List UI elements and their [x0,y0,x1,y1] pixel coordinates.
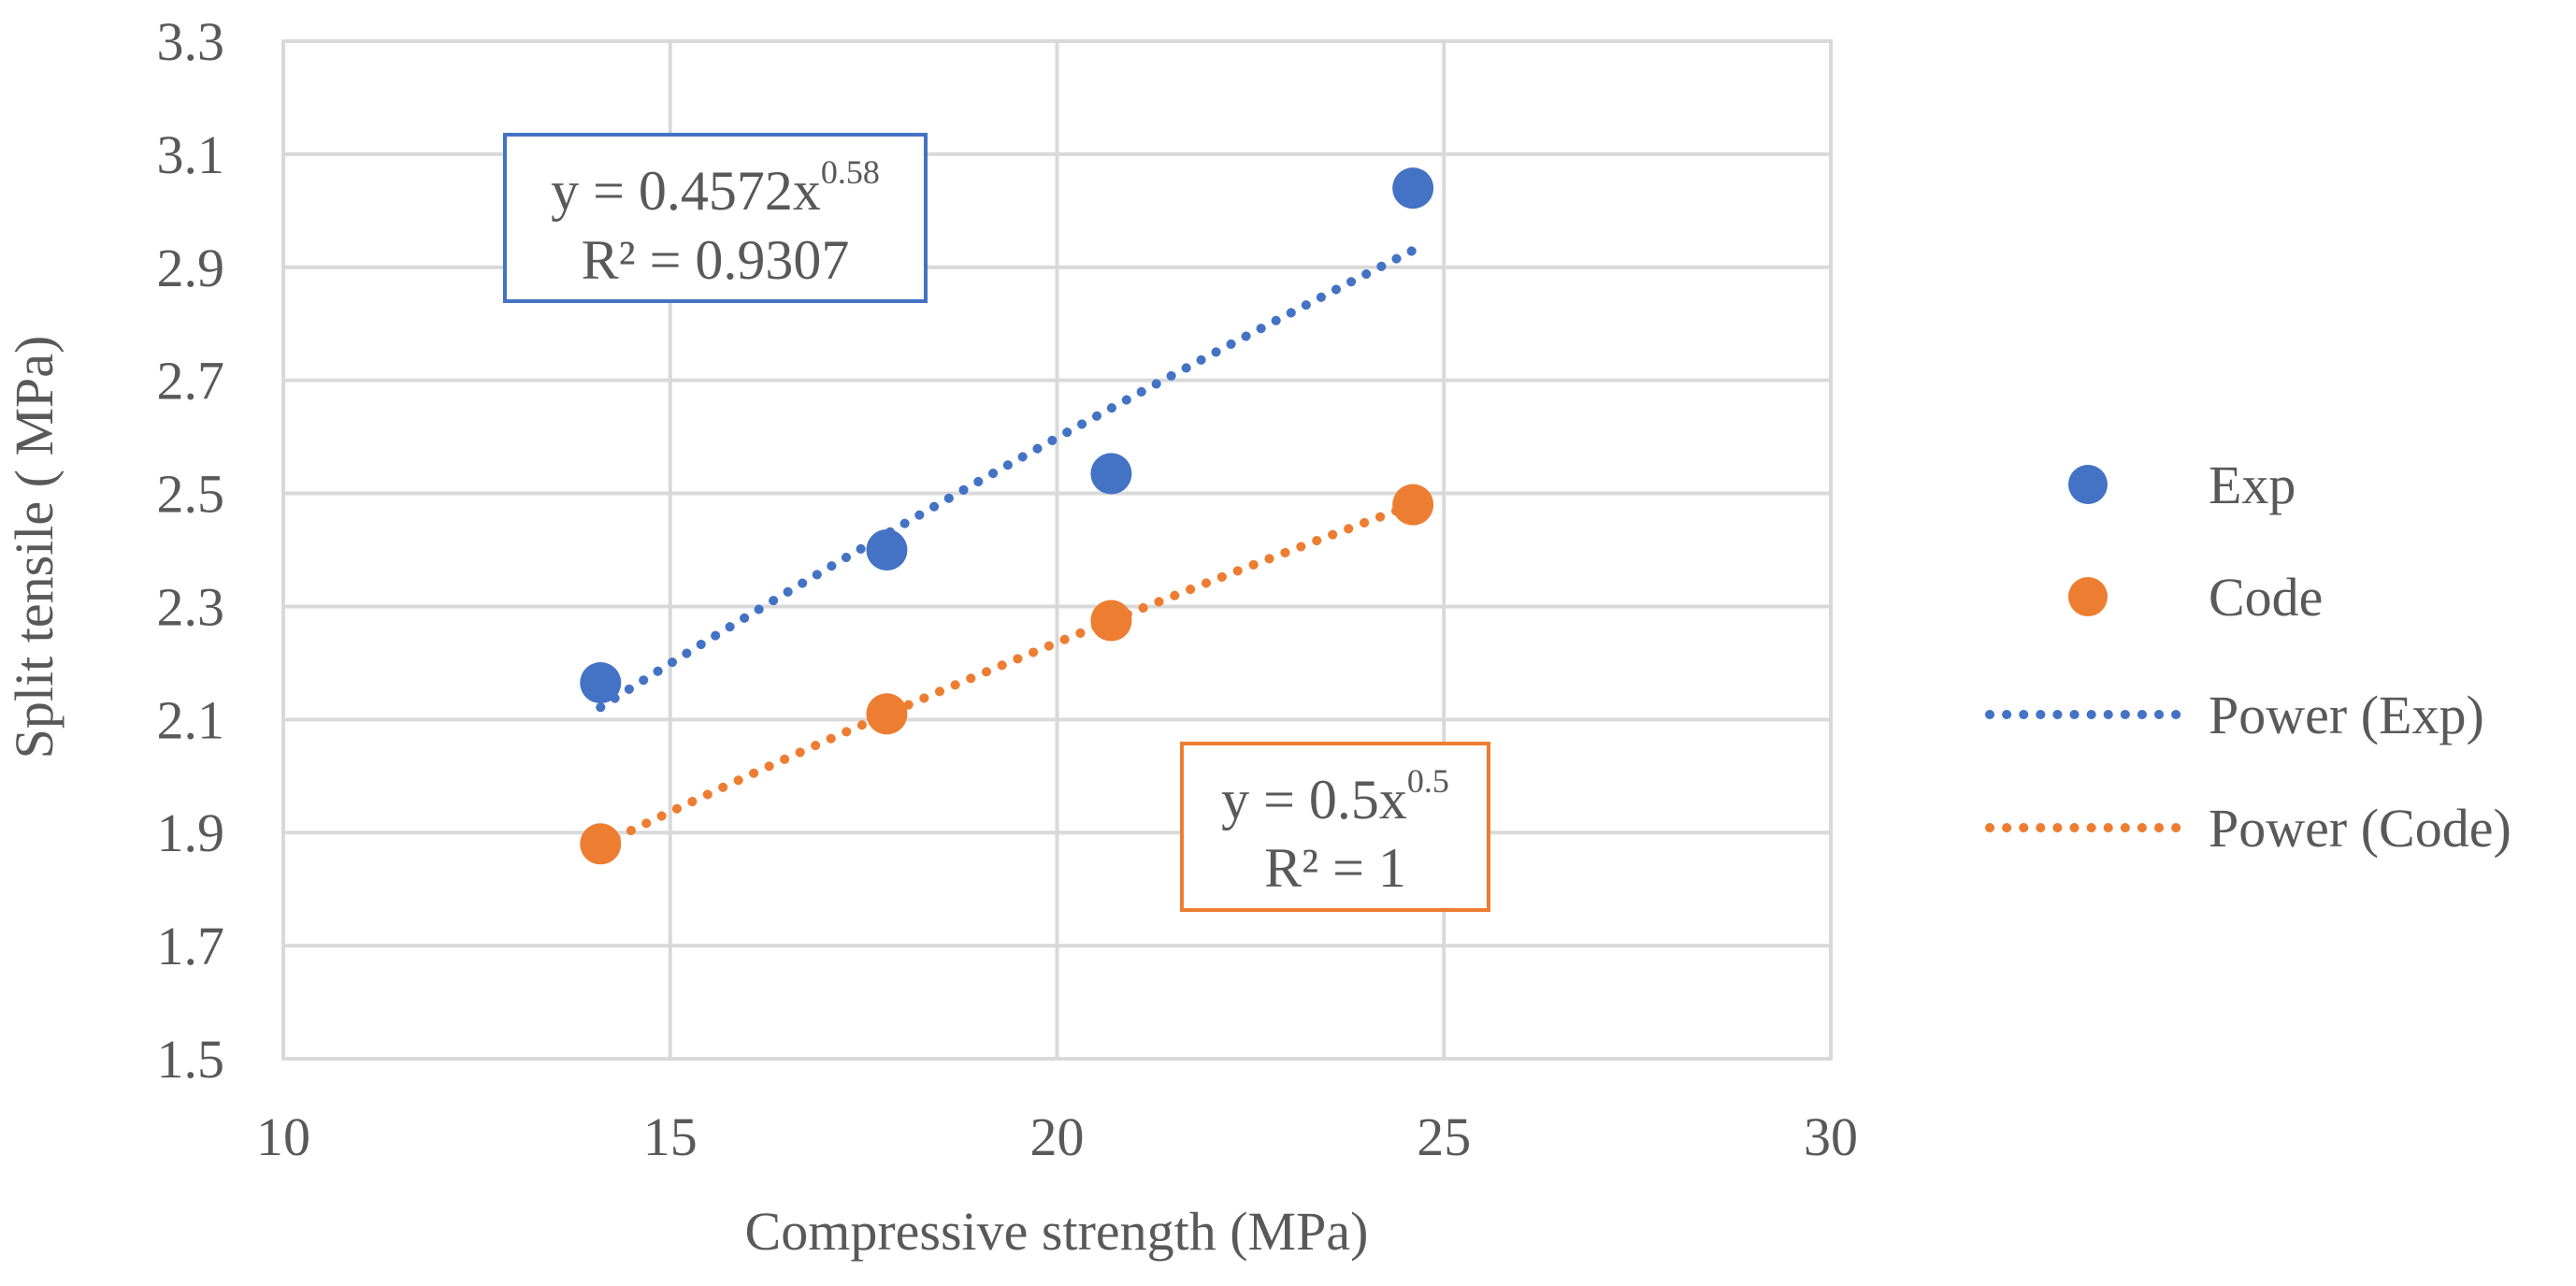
data-points [580,167,1434,865]
equation-code-exponent: 0.5 [1407,762,1449,800]
x-axis-title: Compressive strength (MPa) [745,1201,1369,1262]
legend-label-exp: Exp [2209,455,2295,515]
data-point-exp-3 [1392,167,1434,210]
equation-box-exp: y = 0.4572x0.58 R² = 0.9307 [503,133,928,303]
data-point-code-2 [1090,600,1132,642]
r-squared-exp: R² = 0.9307 [582,229,850,291]
equation-exp-base: y = 0.4572x [551,160,821,222]
y-tick-label-9: 3.3 [157,11,225,72]
trendline-exp [596,245,1418,713]
legend: Exp Code Power (Exp) Power (Code) [1985,455,2511,859]
y-tick-label-8: 3.1 [157,124,225,185]
y-tick-label-5: 2.5 [157,464,225,525]
legend-label-power-exp: Power (Exp) [2209,685,2484,745]
legend-label-power-code: Power (Code) [2209,798,2511,859]
equation-code: y = 0.5x0.5 [1221,762,1449,831]
y-tick-label-3: 2.1 [157,689,225,750]
r-squared-code: R² = 1 [1264,837,1406,899]
legend-marker-exp [2068,465,2108,504]
data-point-exp-1 [866,529,908,571]
x-tick-label-0: 10 [256,1106,310,1167]
x-axis-ticks: 10 15 20 25 30 [256,1106,1858,1167]
y-tick-label-6: 2.7 [157,351,225,412]
y-tick-label-0: 1.5 [157,1029,225,1090]
data-point-code-1 [866,693,908,735]
data-point-code-0 [580,823,622,865]
y-tick-label-4: 2.3 [157,576,225,637]
x-tick-label-2: 20 [1030,1106,1085,1167]
trendlines [596,245,1418,850]
y-axis-title: Split tensile ( MPa) [4,336,65,759]
y-tick-label-2: 1.9 [157,802,225,863]
data-point-exp-2 [1090,453,1132,495]
equation-box-code: y = 0.5x0.5 R² = 1 [1180,742,1490,912]
x-tick-label-3: 25 [1417,1106,1471,1167]
data-point-exp-0 [580,662,622,704]
y-axis-ticks: 1.5 1.7 1.9 2.1 2.3 2.5 2.7 2.9 3.1 3.3 [157,11,225,1090]
data-point-code-3 [1392,484,1434,526]
equation-exp-exponent: 0.58 [821,153,880,191]
legend-marker-code [2068,577,2108,616]
equation-box-exp-border [503,133,928,303]
equation-box-code-border [1180,742,1490,912]
y-tick-label-7: 2.9 [157,238,225,298]
y-tick-label-1: 1.7 [157,916,225,976]
trendline-code [596,499,1418,850]
equation-exp: y = 0.4572x0.58 [551,153,880,222]
equation-code-base: y = 0.5x [1221,769,1407,831]
legend-label-code: Code [2209,567,2323,628]
x-tick-label-1: 15 [643,1106,698,1167]
x-tick-label-4: 30 [1804,1106,1858,1167]
